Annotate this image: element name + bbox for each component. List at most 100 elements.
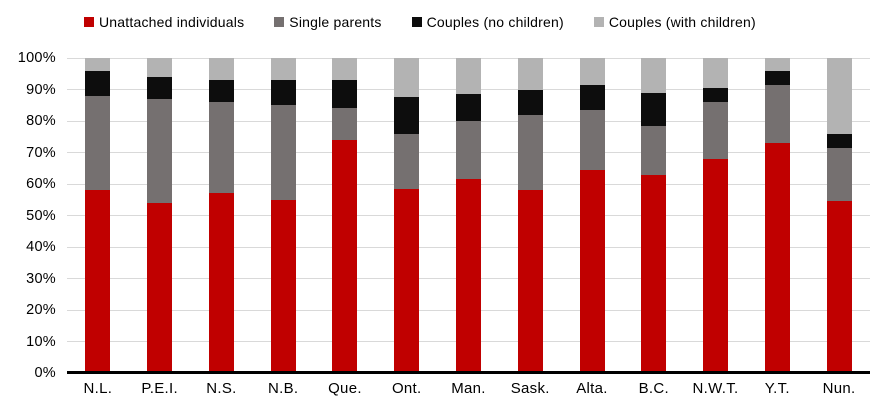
bar-segment: [208, 193, 234, 373]
bar-segment: [208, 58, 234, 81]
bar-nb: [270, 58, 296, 373]
bar-pei: [147, 58, 173, 373]
bar-segment: [332, 80, 358, 109]
bar-segment: [85, 95, 111, 191]
legend-item: Couples (no children): [411, 14, 564, 30]
legend-swatch-icon: [274, 17, 285, 27]
bar-segment: [85, 58, 111, 71]
y-tick-label: 70%: [26, 144, 56, 161]
bar-segment: [147, 202, 173, 373]
bar-segment: [579, 169, 605, 373]
bar-segment: [147, 58, 173, 77]
bar-segment: [332, 139, 358, 373]
x-tick-label: Nun.: [822, 380, 856, 397]
legend-label: Single parents: [289, 14, 382, 30]
legend-item: Unattached individuals: [84, 14, 244, 30]
y-tick-label: 30%: [26, 270, 56, 287]
bar-segment: [456, 58, 481, 95]
bar-segment: [579, 58, 605, 85]
bar-segment: [826, 58, 852, 134]
bar-segment: [208, 102, 234, 194]
y-tick-label: 40%: [26, 239, 56, 255]
bar-segment: [517, 114, 543, 191]
bar-segment: [641, 92, 667, 126]
y-tick-label: 50%: [26, 207, 56, 224]
y-tick-label: 0%: [34, 365, 56, 381]
bar-segment: [517, 89, 543, 115]
bar-segment: [826, 147, 852, 202]
x-tick-label: N.W.T.: [692, 380, 739, 397]
y-axis-labels: 0% 10% 20% 30% 40% 50% 60% 70% 80% 90% 100%: [0, 50, 56, 381]
bar-segment: [270, 80, 296, 106]
x-tick-label: N.S.: [206, 380, 237, 397]
bar-segment: [394, 58, 420, 98]
bar-segment: [456, 179, 481, 373]
x-tick-label: B.C.: [638, 380, 669, 397]
legend-swatch-icon: [593, 17, 604, 27]
legend-item: Couples (with children): [593, 14, 756, 30]
bar-segment: [208, 80, 234, 103]
legend-label: Couples (no children): [426, 14, 564, 30]
bar-bc: [641, 58, 667, 373]
legend-label: Unattached individuals: [99, 14, 245, 30]
bar-segment: [517, 58, 543, 90]
plot-area: [67, 57, 870, 374]
bar-segment: [394, 188, 420, 373]
bar-segment: [579, 109, 605, 170]
bar-ns: [208, 58, 234, 373]
x-tick-label: P.E.I.: [141, 380, 178, 397]
bar-segment: [764, 143, 790, 373]
bar-man: [456, 58, 481, 373]
bar-segment: [641, 174, 667, 373]
bar-nwt: [703, 58, 729, 373]
bar-sask: [517, 58, 543, 373]
legend-swatch-icon: [411, 17, 422, 27]
x-axis-line: [67, 371, 870, 374]
bar-segment: [703, 87, 729, 103]
legend: Unattached individuals Single parents Coup…: [84, 14, 756, 30]
bar-yt: [764, 58, 790, 373]
bar-segment: [826, 201, 852, 373]
x-tick-label: N.L.: [83, 380, 113, 397]
x-tick-label: Que.: [328, 380, 362, 397]
x-tick-label: Sask.: [510, 380, 550, 397]
bar-segment: [270, 199, 296, 373]
x-tick-label: N.B.: [267, 380, 299, 397]
bar-segment: [579, 84, 605, 110]
bar-segment: [332, 58, 358, 81]
bar-alta: [579, 58, 605, 373]
bar-segment: [703, 58, 729, 88]
x-tick-label: Man.: [451, 380, 486, 397]
bar-segment: [270, 105, 296, 200]
legend-swatch-icon: [84, 17, 94, 27]
y-tick-label: 90%: [26, 81, 56, 98]
y-tick-label: 60%: [26, 176, 56, 192]
x-tick-label: Alta.: [576, 380, 608, 397]
bar-segment: [394, 133, 420, 189]
bar-segment: [641, 58, 667, 93]
bar-segment: [147, 98, 173, 203]
bar-segment: [703, 102, 729, 159]
bar-segment: [641, 125, 667, 175]
bar-segment: [826, 133, 852, 148]
x-tick-label: Y.T.: [764, 380, 790, 397]
y-tick-label: 80%: [26, 113, 56, 129]
bar-nl: [85, 58, 111, 373]
bar-ont: [394, 58, 420, 373]
legend-label: Couples (with children): [608, 14, 756, 30]
bar-segment: [764, 58, 790, 71]
bar-segment: [394, 97, 420, 134]
bar-segment: [85, 190, 111, 373]
bar-segment: [332, 108, 358, 140]
bar-segment: [764, 84, 790, 144]
legend-item: Single parents: [274, 14, 381, 30]
bar-segment: [764, 70, 790, 85]
bar-segment: [85, 70, 111, 96]
bar-segment: [517, 190, 543, 373]
bar-segment: [147, 76, 173, 99]
gridline: [67, 57, 870, 59]
bar-segment: [270, 58, 296, 81]
y-tick-label: 10%: [26, 333, 56, 350]
x-axis-labels: N.L. P.E.I. N.S. N.B. Que. Ont. Man. Sask. Alta.…: [67, 380, 870, 397]
